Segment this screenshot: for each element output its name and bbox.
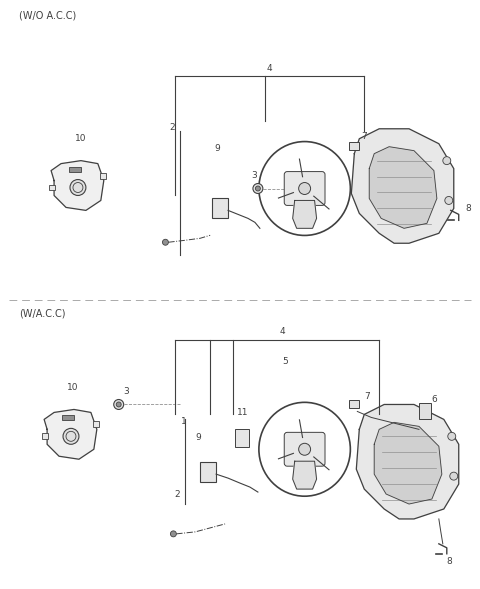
Circle shape (253, 184, 263, 193)
Text: 3: 3 (123, 387, 129, 396)
Text: 7: 7 (361, 133, 367, 141)
Text: 8: 8 (446, 557, 452, 566)
Circle shape (450, 472, 458, 480)
Bar (100, 173, 106, 178)
FancyBboxPatch shape (284, 171, 325, 206)
Bar (419, 403, 431, 419)
Polygon shape (356, 405, 459, 519)
Text: 1: 1 (180, 417, 186, 426)
Circle shape (443, 157, 451, 164)
Bar (49, 184, 55, 190)
Circle shape (114, 399, 124, 409)
Text: 7: 7 (364, 392, 370, 401)
Text: 4: 4 (267, 64, 273, 72)
Polygon shape (369, 147, 437, 229)
Text: 6: 6 (431, 395, 437, 404)
Circle shape (63, 428, 79, 444)
Circle shape (116, 402, 121, 407)
Text: 2: 2 (175, 489, 180, 498)
Text: 5: 5 (282, 357, 288, 366)
Bar (200, 462, 216, 482)
Text: 3: 3 (251, 171, 257, 180)
Polygon shape (293, 200, 316, 229)
Circle shape (255, 186, 260, 191)
Circle shape (162, 239, 168, 245)
Text: (W/A.C.C): (W/A.C.C) (19, 309, 66, 319)
Bar (93, 421, 99, 428)
Polygon shape (293, 461, 316, 489)
Circle shape (70, 180, 86, 196)
Text: (W/O A.C.C): (W/O A.C.C) (19, 11, 76, 21)
Text: 8: 8 (466, 204, 471, 213)
Bar (42, 434, 48, 439)
Circle shape (299, 183, 311, 194)
Text: 10: 10 (67, 383, 79, 392)
Text: 2: 2 (169, 123, 175, 133)
Polygon shape (374, 422, 442, 504)
Bar (69, 167, 81, 171)
Text: 9: 9 (195, 433, 201, 442)
Text: 9: 9 (214, 144, 220, 153)
Polygon shape (44, 409, 97, 459)
Circle shape (448, 432, 456, 441)
Text: 4: 4 (279, 327, 285, 336)
Bar (235, 429, 249, 447)
Bar (349, 142, 360, 150)
Bar (349, 401, 360, 408)
Text: 10: 10 (75, 134, 87, 143)
Polygon shape (51, 161, 104, 210)
Text: 11: 11 (237, 408, 249, 417)
Polygon shape (351, 129, 454, 243)
Bar (62, 415, 74, 421)
FancyBboxPatch shape (284, 432, 325, 466)
Circle shape (170, 531, 176, 537)
Circle shape (445, 197, 453, 204)
Bar (212, 198, 228, 219)
Circle shape (299, 444, 311, 455)
